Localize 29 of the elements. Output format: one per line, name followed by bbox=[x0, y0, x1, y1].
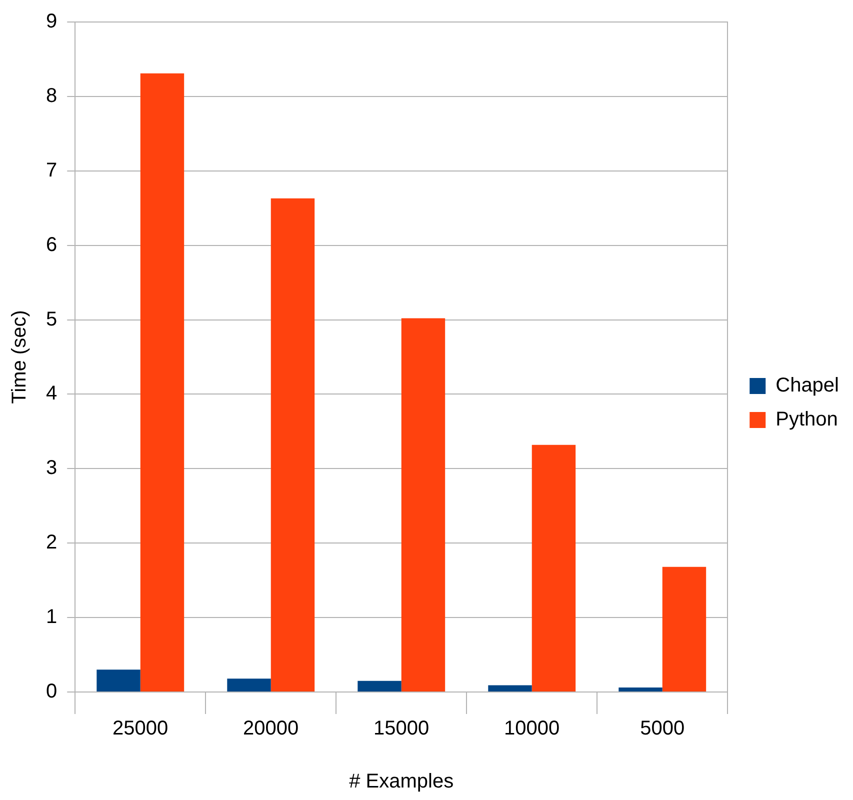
x-tick-label: 20000 bbox=[243, 718, 299, 740]
bar bbox=[532, 444, 576, 692]
y-axis-title: Time (sec) bbox=[8, 310, 31, 404]
x-tick-label: 5000 bbox=[640, 718, 685, 740]
bar bbox=[96, 670, 140, 692]
y-tick-label: 9 bbox=[46, 10, 58, 33]
bar bbox=[227, 678, 271, 692]
bar bbox=[140, 73, 184, 692]
y-tick-label: 1 bbox=[46, 606, 58, 628]
y-tick-label: 4 bbox=[46, 382, 58, 405]
bar bbox=[618, 688, 662, 692]
x-tick-label: 10000 bbox=[504, 718, 560, 740]
y-tick-label: 5 bbox=[46, 308, 58, 330]
x-tick-label: 15000 bbox=[374, 718, 430, 740]
legend-label: Chapel bbox=[776, 374, 840, 397]
y-tick-label: 3 bbox=[46, 457, 58, 480]
bar bbox=[401, 318, 446, 692]
x-tick-label: 25000 bbox=[112, 718, 168, 740]
bar bbox=[662, 566, 706, 692]
bar bbox=[358, 680, 402, 692]
y-tick-label: 7 bbox=[46, 159, 58, 182]
bar bbox=[488, 685, 532, 692]
y-tick-label: 8 bbox=[46, 84, 58, 107]
y-tick-label: 2 bbox=[46, 532, 58, 554]
legend-label: Python bbox=[776, 408, 838, 431]
y-tick-label: 6 bbox=[46, 234, 58, 256]
x-axis-title: # Examples bbox=[349, 770, 454, 793]
bar bbox=[270, 198, 315, 692]
y-tick-label: 0 bbox=[46, 680, 58, 703]
